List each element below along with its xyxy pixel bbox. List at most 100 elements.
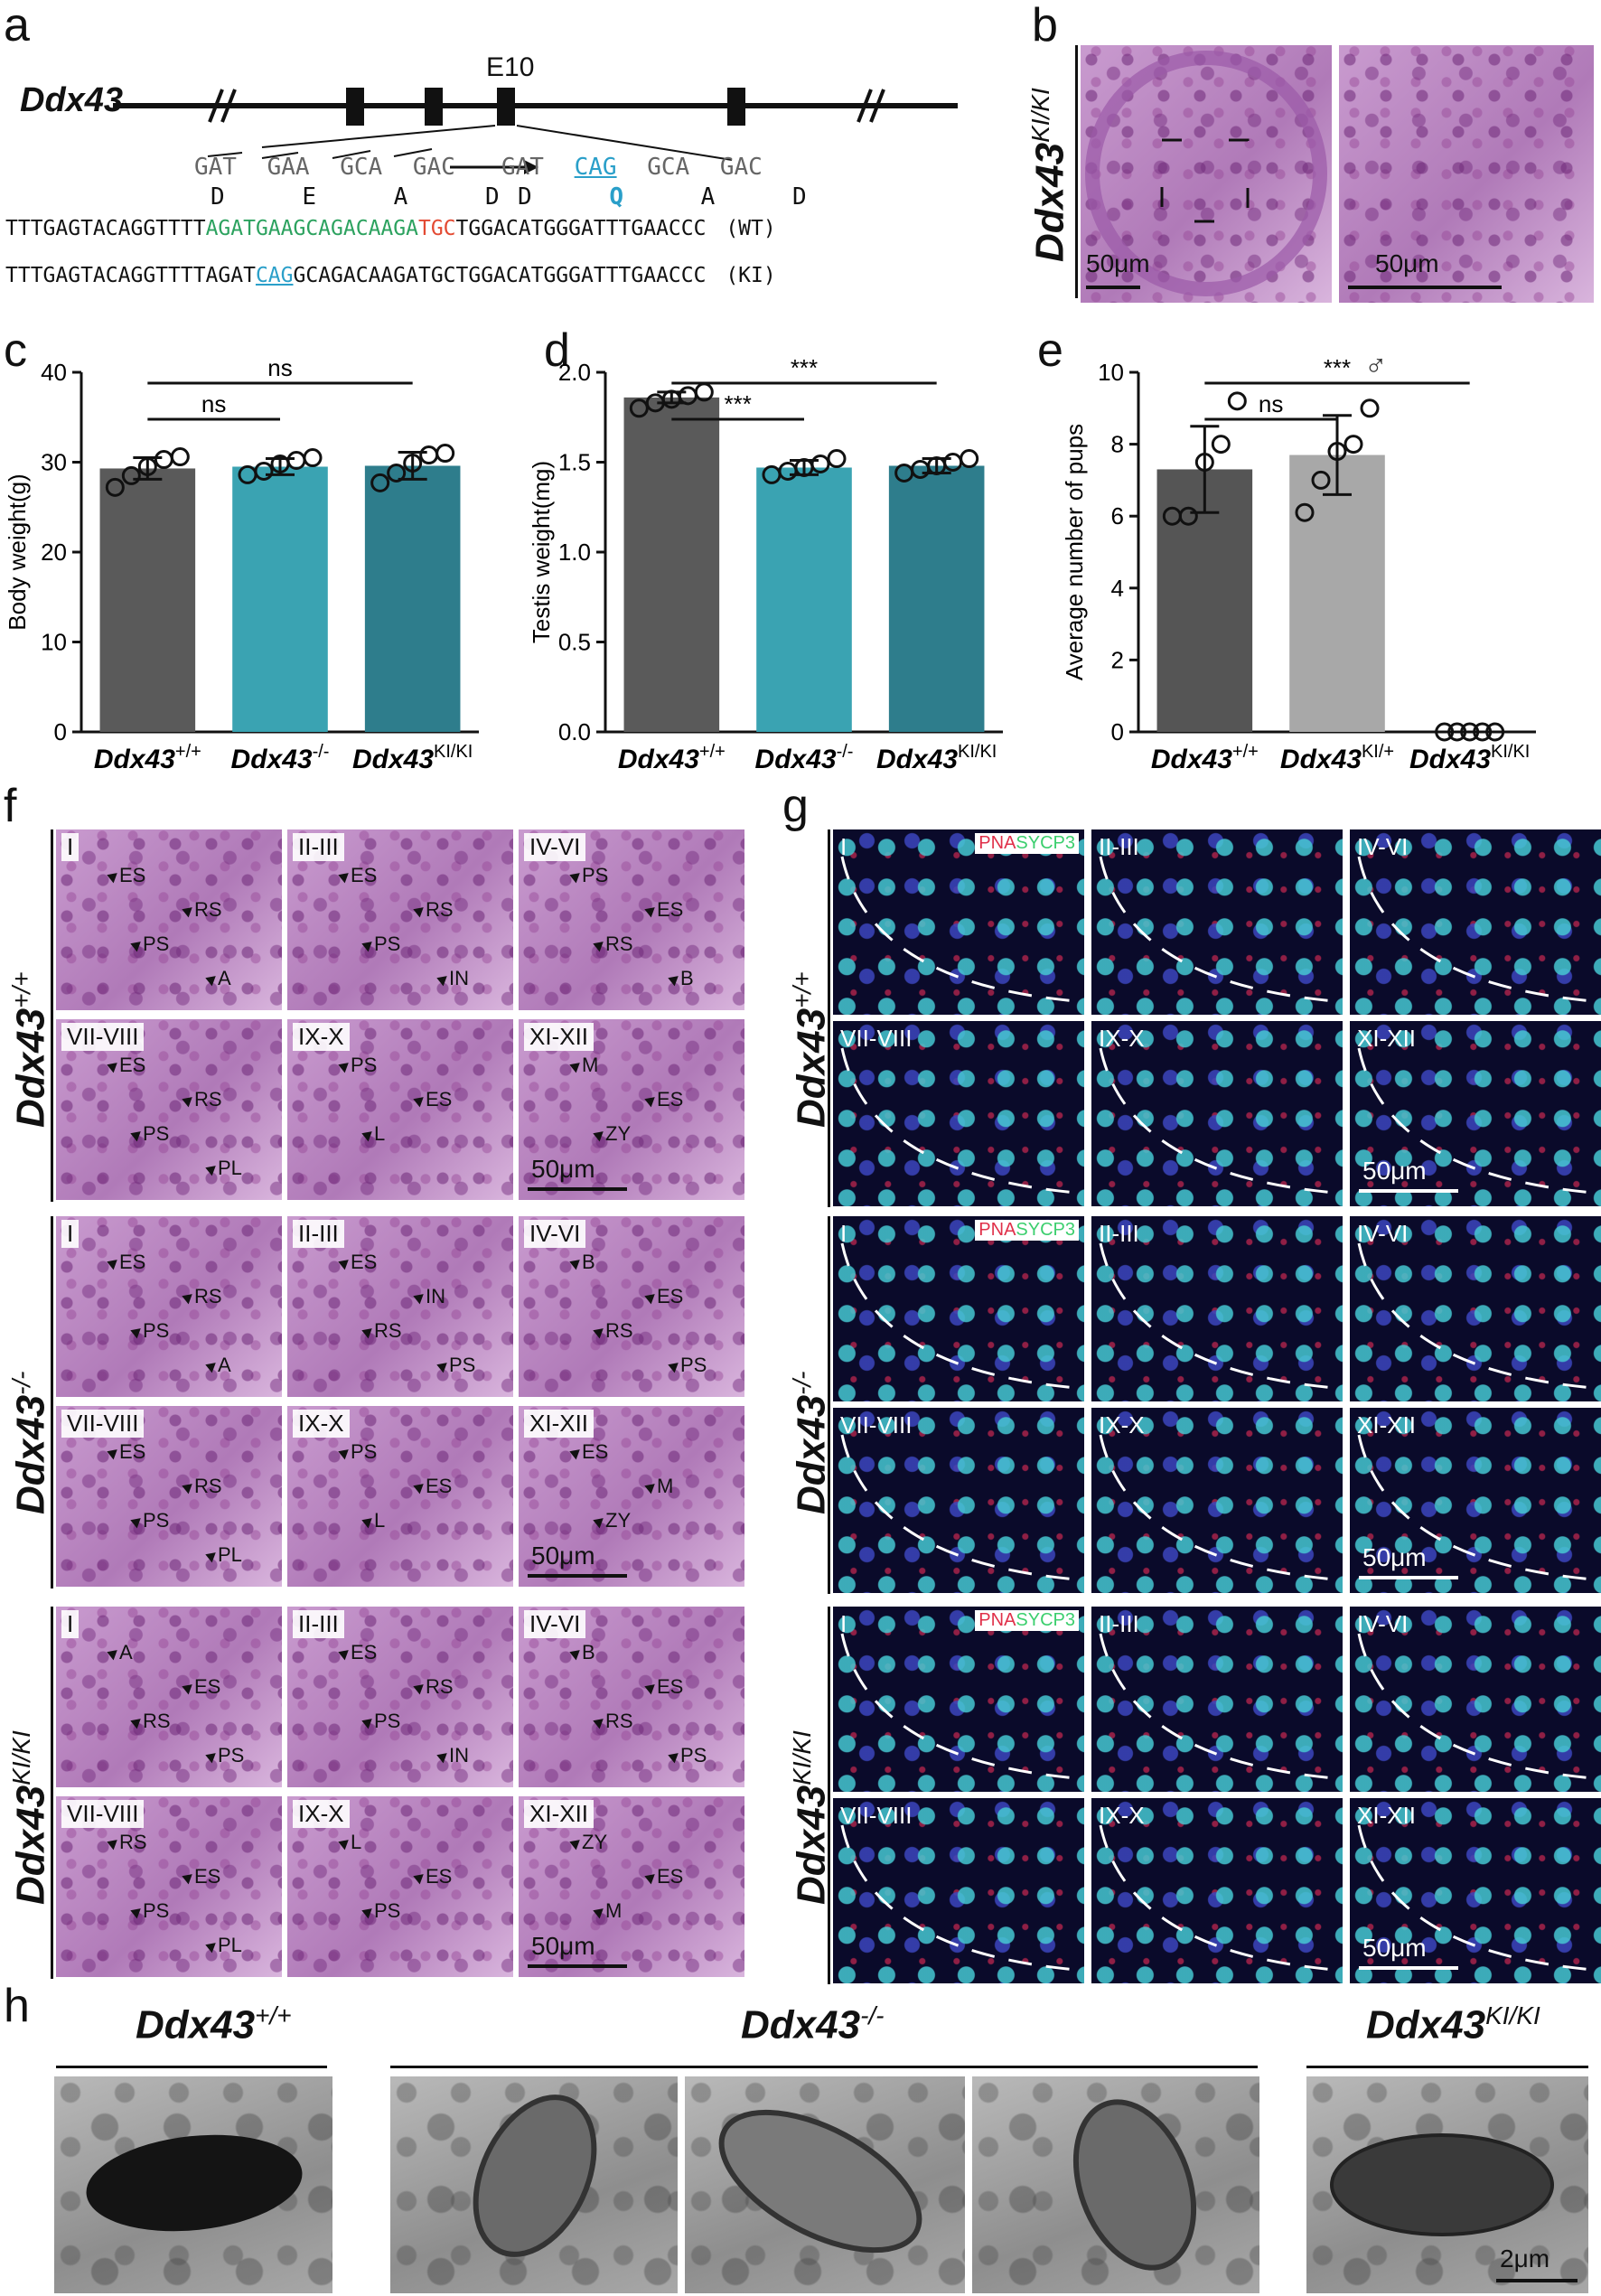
- data-point: [960, 449, 979, 469]
- arrowhead-icon: [567, 1446, 580, 1460]
- cell-type-label: RS: [143, 1710, 171, 1732]
- scale-bar-label: 50μm: [1375, 249, 1439, 277]
- arrowhead-icon: [591, 1514, 604, 1529]
- arrowhead-icon: [591, 938, 604, 952]
- data-point: [1311, 470, 1331, 490]
- data-point: [435, 444, 455, 464]
- x-tick-label: Ddx43+/+: [1151, 742, 1259, 774]
- stage-label: IV-VI: [1357, 833, 1409, 860]
- he-micrograph: XI-XII M ES ZY 50μm: [519, 1019, 744, 1200]
- cell-type-label: ES: [351, 1251, 378, 1273]
- cell-type-label: ES: [657, 1285, 684, 1307]
- arrowhead-icon: [642, 904, 655, 918]
- basement-membrane-outline: [840, 1242, 1078, 1390]
- arrowhead-icon: [591, 1715, 604, 1729]
- cell-type-label: RS: [194, 1475, 222, 1497]
- panel-label-d: d: [544, 324, 570, 377]
- cell-type-label: ES: [351, 1641, 378, 1663]
- cell-type-label: RS: [374, 1319, 402, 1342]
- stage-label: IX-X: [293, 1410, 350, 1438]
- basement-membrane-outline: [840, 1434, 1078, 1581]
- stage-label: I: [840, 833, 847, 860]
- arrowhead-icon: [567, 1646, 580, 1661]
- arrowhead-icon: [180, 1870, 192, 1885]
- he-micrograph: I A ES RS PS: [56, 1607, 282, 1787]
- cell-type-label: RS: [194, 1285, 222, 1307]
- vertical-divider: [51, 1216, 53, 1588]
- data-point: [1194, 453, 1214, 472]
- cell-type-label: PS: [143, 1899, 170, 1922]
- stage-label: II-III: [293, 833, 344, 861]
- data-point: [1447, 722, 1467, 742]
- y-tick-label: 0: [1111, 718, 1124, 745]
- fluorescence-micrograph: II-III: [1091, 1216, 1343, 1401]
- amino-acid: D: [484, 183, 500, 211]
- fluorescence-micrograph: II-III: [1091, 829, 1343, 1015]
- data-point: [629, 398, 649, 418]
- bar: [756, 467, 852, 732]
- seq-segment: TTTGAGTACAGGTTTT: [5, 217, 206, 240]
- arrowhead-icon: [105, 1059, 117, 1073]
- scale-bar-label: 2μm: [1500, 2244, 1550, 2273]
- cell-type-label: PS: [374, 932, 401, 955]
- scale-bar: [528, 1187, 627, 1191]
- arrowhead-icon: [203, 1162, 216, 1176]
- stage-label: I: [840, 1220, 847, 1247]
- cell-type-label: ES: [426, 1865, 453, 1888]
- y-tick-label: 6: [1111, 502, 1124, 529]
- sequence-wt: TTTGAGTACAGGTTTTAGATGAAGCAGACAAGATGCTGGA…: [5, 217, 776, 240]
- arrowhead-icon: [180, 1681, 192, 1695]
- genotype-label-f-ko: Ddx43-/-: [7, 1371, 53, 1514]
- cell-type-label: RS: [426, 1675, 454, 1698]
- pna-label: PNA: [978, 1220, 1016, 1240]
- cell-type-label: M: [605, 1899, 623, 1922]
- arrowhead-icon: [666, 1359, 679, 1373]
- fluorescence-micrograph: I PNASYCP3: [833, 1607, 1084, 1792]
- basement-membrane-outline: [1099, 856, 1336, 1003]
- stage-label: IV-VI: [524, 833, 586, 861]
- basement-membrane-outline: [840, 1047, 1078, 1195]
- arrowhead-icon: [360, 1715, 372, 1729]
- arrowhead-icon: [105, 1646, 117, 1661]
- cell-type-label: PS: [374, 1899, 401, 1922]
- amino-acid: D: [791, 183, 807, 211]
- scale-bar: [1348, 286, 1502, 289]
- arrowhead-icon: [336, 1446, 349, 1460]
- em-micrograph-wt: [54, 2076, 332, 2293]
- significance-label: ***: [1324, 354, 1351, 381]
- vertical-divider: [828, 829, 830, 1207]
- y-tick-label: 0.5: [558, 629, 591, 656]
- cell-type-label: PS: [449, 1354, 476, 1376]
- amino-acid: A: [393, 183, 408, 211]
- y-tick-label: 10: [41, 629, 67, 656]
- fluorescence-micrograph: VII-VIII: [833, 1408, 1084, 1593]
- pna-label: PNA: [978, 833, 1016, 853]
- x-tick-label: Ddx43+/+: [618, 742, 726, 774]
- arrowhead-icon: [642, 1681, 655, 1695]
- y-tick-label: 2.0: [558, 359, 591, 386]
- arrowhead-icon: [567, 1256, 580, 1270]
- sycp3-label: SYCP3: [1016, 833, 1075, 853]
- cell-type-label: RS: [605, 932, 633, 955]
- cell-type-label: PS: [143, 1319, 170, 1342]
- y-axis-label: Average number of pups: [1061, 424, 1088, 680]
- arrowhead-icon: [128, 938, 141, 952]
- basement-membrane-outline: [1099, 1633, 1336, 1780]
- cell-type-label: IN: [426, 1285, 445, 1307]
- cell-type-label: ZY: [605, 1122, 632, 1145]
- basement-membrane-outline: [840, 1824, 1078, 1972]
- arrowhead-icon: [411, 1093, 424, 1108]
- fluorescence-micrograph: XI-XII 50μm: [1350, 1798, 1601, 1983]
- arrowhead-icon: [105, 1836, 117, 1851]
- data-point: [170, 447, 190, 467]
- stage-label: II-III: [1099, 1610, 1139, 1637]
- micrograph-tubule-zoom: 50μm: [1339, 45, 1594, 303]
- stage-label: I: [840, 1610, 847, 1637]
- y-tick-label: 10: [1098, 359, 1124, 386]
- chart-pups: 0 2 4 6 8 10 Average number of pups Ddx43+/+ Ddx…: [1061, 349, 1536, 774]
- genotype-label-f-wt: Ddx43+/+: [7, 971, 53, 1128]
- scale-bar: [1496, 2279, 1578, 2282]
- significance-label: ns: [267, 354, 292, 381]
- cell-type-label: B: [582, 1251, 595, 1273]
- data-point: [1435, 722, 1455, 742]
